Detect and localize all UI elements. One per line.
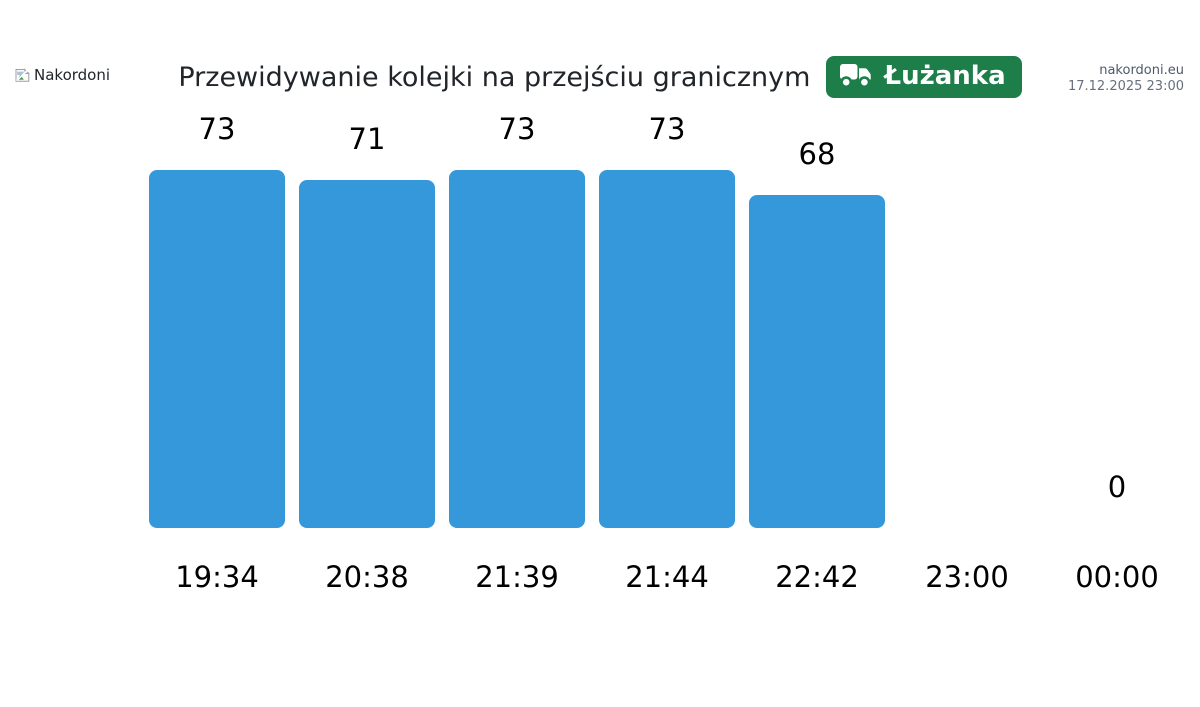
plot-area [892, 108, 1042, 528]
x-axis-label: 00:00 [1075, 560, 1159, 594]
chart-slot: 23:00 [892, 108, 1042, 594]
truck-icon [839, 63, 873, 89]
x-axis-label: 20:38 [325, 560, 409, 594]
plot-area: 73 [442, 108, 592, 528]
plot-area: 73 [142, 108, 292, 528]
bar-value-label: 71 [348, 122, 386, 156]
bar-chart: 73 19:34 71 20:38 73 21:39 73 21:44 68 22:42 23:00… [142, 108, 1192, 594]
chart-slot: 71 20:38 [292, 108, 442, 594]
chart-slot: 0 00:00 [1042, 108, 1192, 594]
bar [749, 195, 885, 528]
site-logo: Nakordoni [14, 66, 110, 84]
plot-area: 68 [742, 108, 892, 528]
bar [599, 170, 735, 528]
bar-value-label: 73 [198, 112, 236, 146]
bar [299, 180, 435, 528]
x-axis-label: 22:42 [775, 560, 859, 594]
x-axis-label: 21:39 [475, 560, 559, 594]
bar-value-label: 68 [798, 137, 836, 171]
chart-slot: 73 21:44 [592, 108, 742, 594]
title-row: Przewidywanie kolejki na przejściu grani… [0, 56, 1200, 98]
chart-title: Przewidywanie kolejki na przejściu grani… [178, 61, 811, 93]
plot-area: 73 [592, 108, 742, 528]
bar-value-label: 73 [648, 112, 686, 146]
badge-label: Łużanka [884, 61, 1006, 91]
chart-slot: 68 22:42 [742, 108, 892, 594]
plot-area: 71 [292, 108, 442, 528]
plot-area: 0 [1042, 108, 1192, 528]
chart-slot: 73 19:34 [142, 108, 292, 594]
timestamp: 17.12.2025 23:00 [1067, 79, 1184, 94]
bar-value-label: 73 [498, 112, 536, 146]
bar-value-label: 0 [1107, 470, 1127, 504]
logo-alt-text: Nakordoni [34, 66, 111, 84]
x-axis-label: 21:44 [625, 560, 709, 594]
x-axis-label: 23:00 [925, 560, 1009, 594]
chart-slot: 73 21:39 [442, 108, 592, 594]
site-link[interactable]: nakordoni.eu [1099, 63, 1184, 78]
broken-image-icon [14, 67, 31, 84]
crossing-badge[interactable]: Łużanka [826, 56, 1022, 98]
header-meta: nakordoni.eu 17.12.2025 23:00 [1068, 63, 1184, 95]
bar [149, 170, 285, 528]
bar [449, 170, 585, 528]
x-axis-label: 19:34 [175, 560, 259, 594]
